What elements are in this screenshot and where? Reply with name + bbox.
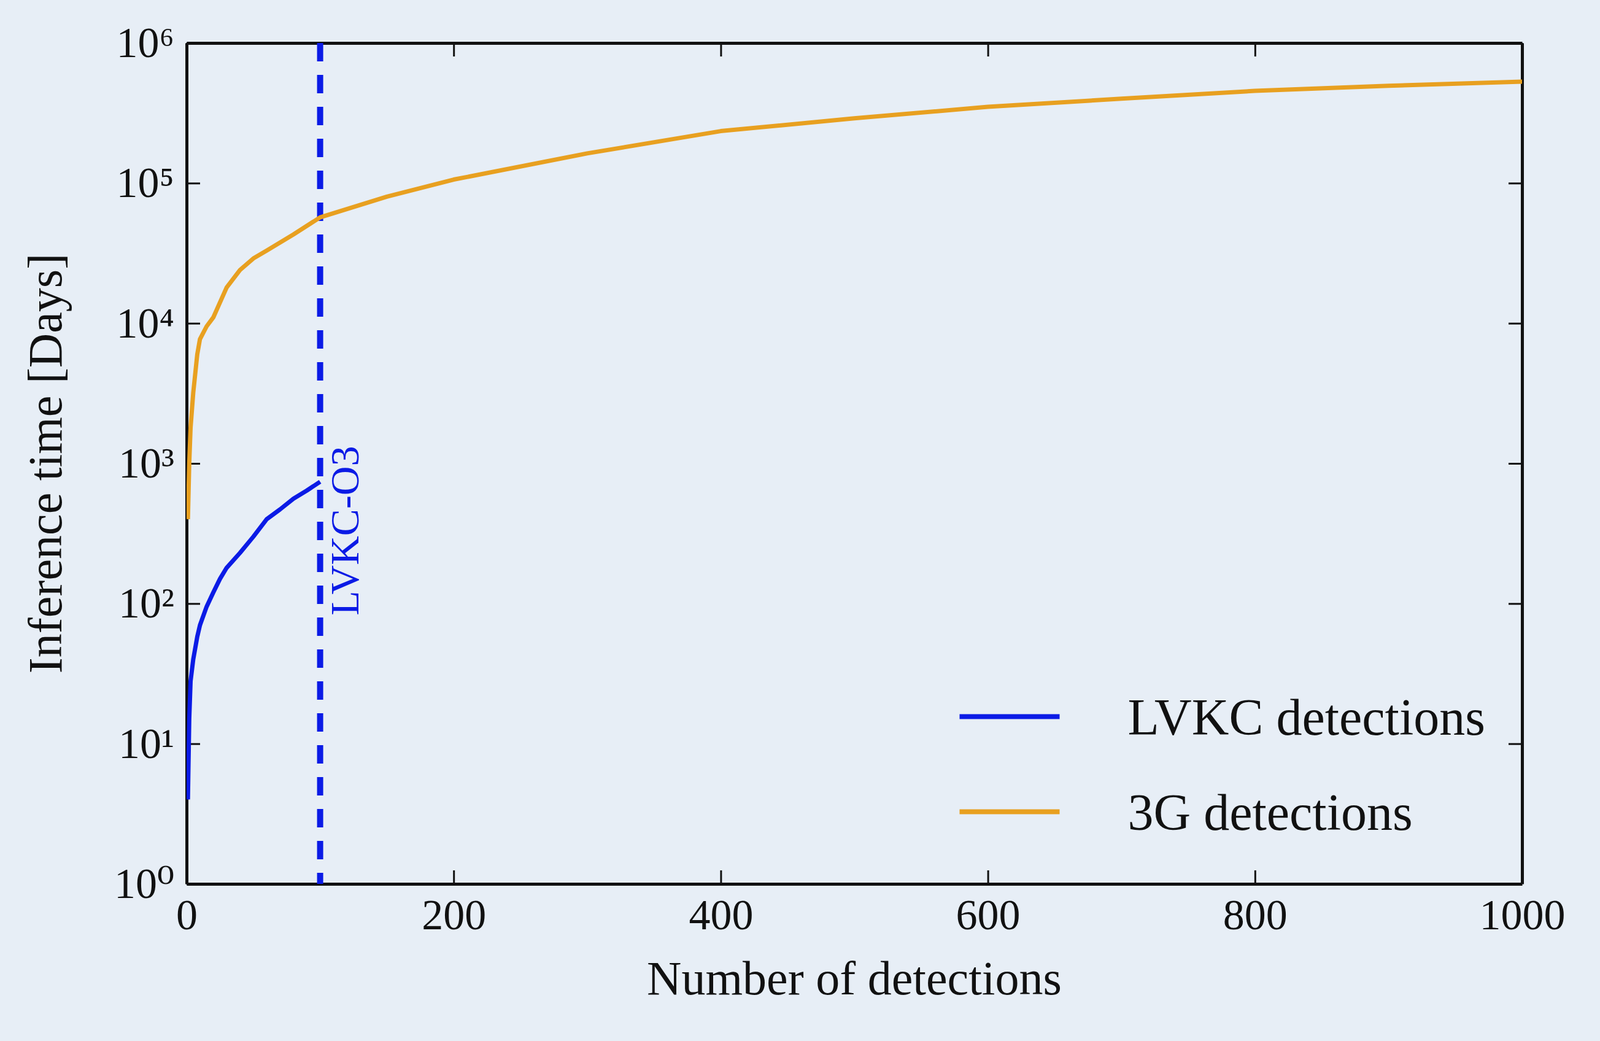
tick-mark [186, 182, 201, 185]
tick-mark [719, 870, 722, 884]
tick-label: 10¹ [118, 719, 175, 768]
tick: 800 [1223, 870, 1288, 939]
tick-mark [987, 870, 990, 884]
tick-mark [1508, 743, 1523, 746]
legend-label: LVKC detections [1127, 688, 1486, 746]
tick-mark [1508, 883, 1523, 886]
tick-mark [452, 42, 455, 57]
tick [988, 42, 989, 57]
tick-mark [452, 870, 455, 884]
tick-label: 200 [421, 891, 487, 939]
tick-mark [1254, 42, 1257, 57]
chart: 0 200 400 600 800 1000 10⁰ 10¹ 10² 10³ 10⁴ 10⁵ 10⁶ Nu… [0, 0, 1600, 1041]
tick [1508, 603, 1523, 604]
tick [453, 42, 455, 57]
tick-mark [186, 42, 201, 45]
x-axis-title: Number of detections [646, 951, 1062, 1005]
x-axis: 0 200 400 600 800 1000 [176, 870, 1566, 939]
tick-mark [1508, 462, 1523, 465]
tick: 10⁶ [116, 19, 201, 67]
tick: 200 [421, 870, 487, 939]
tick [1508, 182, 1523, 184]
legend-label: 3G detections [1127, 783, 1413, 841]
tick-mark [719, 42, 722, 57]
tick-mark [1508, 42, 1523, 45]
tick-label: 10⁵ [116, 158, 175, 207]
tick-label: 0 [176, 891, 198, 939]
tick-label: 10² [118, 579, 175, 627]
tick-label: 10⁰ [114, 859, 175, 908]
legend-entry: 3G detections [959, 783, 1413, 841]
tick-label: 1000 [1479, 891, 1566, 939]
x-axis-top [187, 42, 1523, 57]
axis-line [187, 41, 1523, 45]
tick [1255, 42, 1256, 57]
axis-line [187, 882, 1523, 886]
tick [1508, 42, 1523, 44]
tick: 10⁰ [114, 859, 201, 908]
tick [1508, 463, 1523, 464]
tick-mark [987, 42, 990, 57]
tick-mark [1508, 182, 1523, 185]
legend: LVKC detections 3G detections [959, 688, 1486, 841]
legend-swatch [959, 714, 1060, 720]
tick: 10² [118, 579, 201, 627]
tick: 400 [688, 870, 754, 939]
tick-mark [1508, 602, 1523, 605]
series-line [187, 481, 320, 800]
tick-label: 800 [1223, 891, 1288, 939]
y-axis-title: Inference time [Days] [18, 253, 72, 674]
tick-label: 600 [956, 891, 1021, 939]
plot-area [187, 42, 1523, 884]
annotation-label: LVKC-O3 [322, 445, 368, 615]
tick [720, 42, 722, 57]
tick: 600 [956, 870, 1021, 939]
tick-mark [186, 602, 201, 605]
tick-label: 10³ [118, 439, 175, 487]
tick-mark [1508, 322, 1523, 325]
tick-mark [1254, 870, 1257, 884]
tick [1508, 883, 1523, 885]
y-axis-right [1508, 43, 1523, 885]
legend-swatch [959, 809, 1060, 815]
tick-label: 10⁴ [116, 299, 175, 347]
tick-mark [186, 883, 201, 886]
tick: 10⁵ [116, 158, 201, 207]
tick-mark [186, 322, 201, 325]
legend-entry: LVKC detections [959, 688, 1486, 746]
tick-label: 400 [688, 891, 754, 939]
tick-label: 10⁶ [116, 19, 175, 67]
tick [1508, 743, 1523, 745]
tick: 10⁴ [116, 299, 201, 347]
tick [1508, 323, 1523, 325]
series-line [187, 81, 1523, 520]
